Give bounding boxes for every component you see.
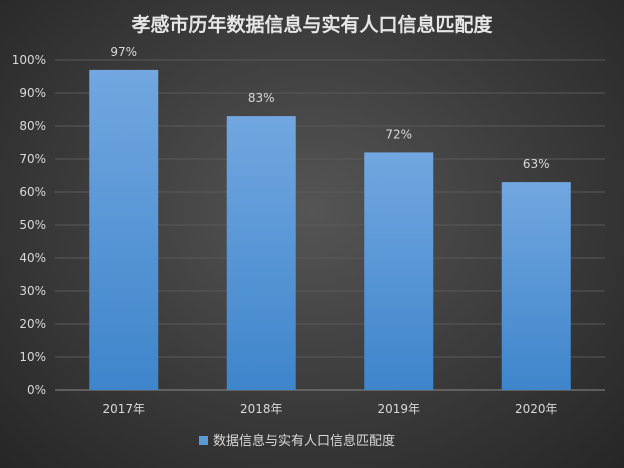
data-label: 63% [523,157,550,171]
y-tick-label: 100% [12,53,46,67]
y-tick-label: 30% [19,284,46,298]
data-label: 72% [385,127,412,141]
y-tick-label: 40% [19,251,46,265]
bar [226,116,296,390]
legend-label: 数据信息与实有人口信息匹配度 [213,433,395,449]
x-tick-label: 2020年 [515,402,558,416]
y-tick-label: 60% [19,185,46,199]
y-tick-label: 10% [19,350,46,364]
bar [501,182,571,390]
data-label: 97% [110,45,137,59]
y-tick-label: 70% [19,152,46,166]
x-tick-label: 2018年 [240,402,283,416]
y-tick-label: 90% [19,86,46,100]
y-tick-label: 50% [19,218,46,232]
x-tick-label: 2017年 [102,402,145,416]
legend-swatch [199,436,208,445]
y-tick-label: 20% [19,317,46,331]
y-tick-label: 80% [19,119,46,133]
bar [89,69,159,391]
bar [364,152,434,390]
x-tick-label: 2019年 [377,402,420,416]
chart-title: 孝感市历年数据信息与实有人口信息匹配度 [131,13,493,36]
y-tick-label: 0% [27,383,46,397]
data-label: 83% [248,91,275,105]
